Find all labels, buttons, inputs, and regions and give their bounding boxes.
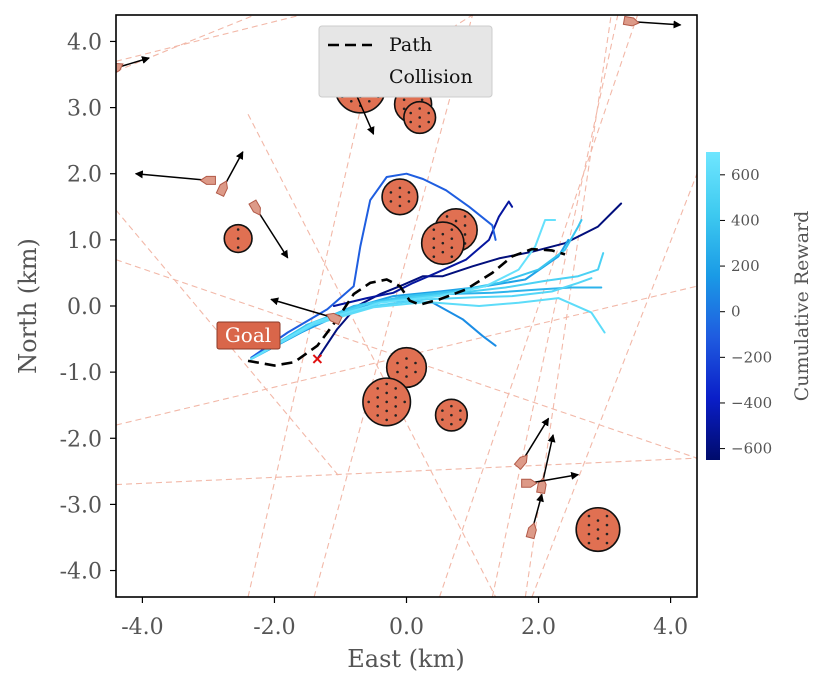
- trajectory: [332, 200, 514, 307]
- x-tick-label: -4.0: [121, 615, 163, 640]
- vessel-velocity-arrow: [255, 207, 289, 259]
- y-axis-label: North (km): [14, 238, 42, 374]
- vessel-velocity-arrow: [134, 170, 209, 182]
- vessel-hull: [215, 180, 228, 197]
- colorbar-tick-label: −600: [731, 440, 772, 458]
- colorbar: 600 400 200 0 −200 −400 −600 Cumulative Reward: [706, 152, 813, 460]
- obstacle: [420, 221, 465, 266]
- projection-line: [247, 113, 497, 597]
- vessel: [215, 151, 244, 197]
- projection-line: [116, 457, 697, 486]
- projection-line: [116, 259, 697, 459]
- colorbar-label: Cumulative Reward: [791, 211, 813, 402]
- colorbar-tick-label: 200: [731, 257, 760, 275]
- x-tick-label: -2.0: [253, 615, 295, 640]
- vessel: [536, 433, 556, 495]
- obstacle: [575, 506, 621, 553]
- vessel-hull: [525, 522, 537, 540]
- x-tick-label: 0.0: [389, 615, 424, 640]
- vessel: [116, 56, 150, 76]
- x-axis-label: East (km): [347, 645, 464, 673]
- projection-line: [438, 15, 639, 597]
- colorbar-gradient: [706, 152, 720, 460]
- x-tick-label: 2.0: [521, 615, 556, 640]
- projection-line: [116, 15, 301, 62]
- obstacle: [223, 223, 253, 254]
- projection-line: [116, 15, 255, 72]
- y-tick-label: 3.0: [67, 97, 102, 122]
- vessel-hull: [521, 478, 538, 488]
- projection-line: [247, 81, 368, 597]
- vessel: [513, 417, 550, 471]
- obstacle: [403, 100, 437, 135]
- projection-line: [524, 15, 612, 597]
- vessel: [622, 15, 682, 29]
- colorbar-tick-label: 400: [731, 211, 760, 229]
- vessel-hull: [536, 477, 547, 495]
- colorbar-tick-label: −200: [731, 348, 772, 366]
- collision-marker: [312, 354, 323, 364]
- goal-label: Goal: [225, 323, 271, 347]
- y-tick-label: 2.0: [67, 163, 102, 188]
- projection-line: [531, 173, 697, 597]
- vessel-hull: [199, 175, 216, 185]
- colorbar-tick-label: 0: [731, 303, 741, 321]
- vessel: [270, 297, 343, 326]
- vessel-velocity-arrow: [630, 20, 682, 29]
- y-axis: 4.0 3.0 2.0 1.0 0.0 -1.0 -2.0 -3.0 -4.0: [60, 30, 116, 585]
- vessel-hull: [622, 15, 640, 27]
- vessel-hull: [513, 454, 528, 471]
- legend-collision-label: Collision: [389, 66, 473, 88]
- legend-path-label: Path: [389, 34, 432, 56]
- y-tick-label: -3.0: [60, 493, 102, 518]
- x-axis: -4.0 -2.0 0.0 2.0 4.0: [121, 597, 688, 640]
- vessel: [525, 493, 544, 540]
- vessel-velocity-arrow: [541, 433, 556, 487]
- colorbar-tick-label: 600: [731, 166, 760, 184]
- path-line: [247, 247, 566, 367]
- trajectory: [250, 252, 605, 360]
- goal-marker: Goal: [216, 321, 281, 350]
- vessel-velocity-arrow: [528, 471, 580, 484]
- y-tick-label: 1.0: [67, 229, 102, 254]
- y-tick-label: -4.0: [60, 560, 102, 585]
- y-tick-label: 4.0: [67, 30, 102, 55]
- vessel: [134, 170, 216, 185]
- vessel-hull: [248, 199, 261, 216]
- vessel-velocity-arrow: [270, 297, 335, 319]
- vessel-hull: [325, 312, 343, 326]
- obstacle: [362, 377, 412, 427]
- vessel-velocity-arrow: [521, 417, 550, 462]
- y-tick-label: -2.0: [60, 427, 102, 452]
- obstacle: [385, 346, 428, 389]
- obstacle: [381, 178, 419, 216]
- legend: Path Collision: [318, 25, 493, 98]
- y-tick-label: 0.0: [67, 295, 102, 320]
- vessel: [521, 471, 580, 488]
- vessel: [248, 199, 289, 259]
- trajectory: [250, 172, 497, 359]
- colorbar-tick-label: −400: [731, 394, 772, 412]
- obstacle: [434, 398, 469, 432]
- goal-box: [216, 321, 281, 350]
- vessel-hull: [116, 62, 124, 76]
- x-tick-label: 4.0: [653, 615, 688, 640]
- y-tick-label: -1.0: [60, 361, 102, 386]
